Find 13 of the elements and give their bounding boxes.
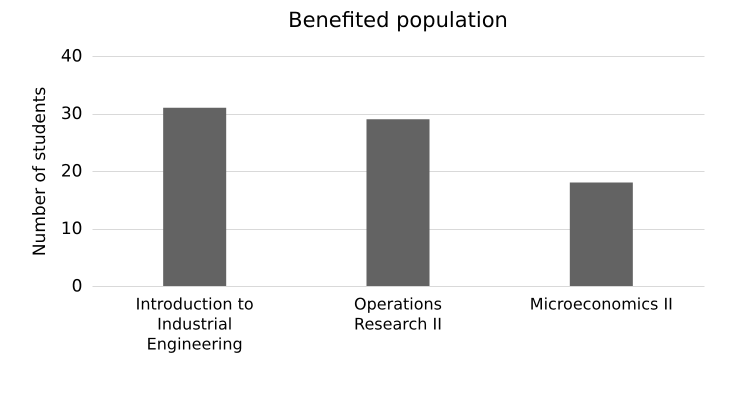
y-axis-title: Number of students — [30, 86, 50, 256]
y-tick-label: 40 — [60, 46, 82, 66]
x-tick-label: Microeconomics II — [530, 294, 673, 314]
y-tick-label: 20 — [60, 162, 82, 182]
y-tick-label: 10 — [60, 219, 82, 239]
y-tick-label: 0 — [72, 276, 82, 296]
chart-title: Benefited population — [288, 8, 508, 32]
x-tick-label: Introduction to Industrial Engineering — [136, 294, 254, 354]
bar — [570, 182, 633, 286]
x-tick-label: Operations Research II — [354, 294, 442, 334]
y-tick-label: 30 — [60, 104, 82, 124]
bar — [163, 108, 226, 286]
bar — [366, 119, 430, 286]
